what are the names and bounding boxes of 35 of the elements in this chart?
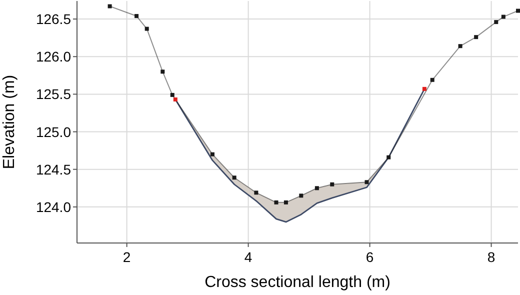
y-tick-label: 124.5 [36,161,72,178]
x-tick-label: 6 [366,249,374,265]
point [284,200,288,204]
point [458,44,462,48]
x-tick-label: 4 [244,249,252,265]
point [134,14,139,18]
y-tick-label: 124.0 [36,198,72,215]
point [516,8,520,13]
point [254,190,258,195]
point [170,92,174,97]
point [364,180,369,184]
point [274,200,278,204]
x-tick-label: 2 [122,249,131,265]
point [386,155,391,160]
y-tick-label: 125.0 [36,124,72,140]
x-tick-label: 8 [487,249,496,265]
point [430,78,434,82]
y-axis-title: Elevation (m) [1,74,18,170]
point [422,86,426,91]
point [330,182,334,186]
point [210,152,214,156]
point [494,20,498,24]
point [144,26,149,31]
y-tick-label: 125.5 [36,86,72,102]
point [299,194,304,198]
y-tick-label: 126.5 [36,11,72,28]
point [108,4,112,8]
point [314,186,319,190]
point [160,70,165,74]
point [173,97,178,102]
x-axis-title: Cross sectional length (m) [204,274,390,291]
point [501,14,506,19]
y-tick-label: 126.0 [36,48,72,65]
point [474,35,478,40]
point [232,176,236,180]
